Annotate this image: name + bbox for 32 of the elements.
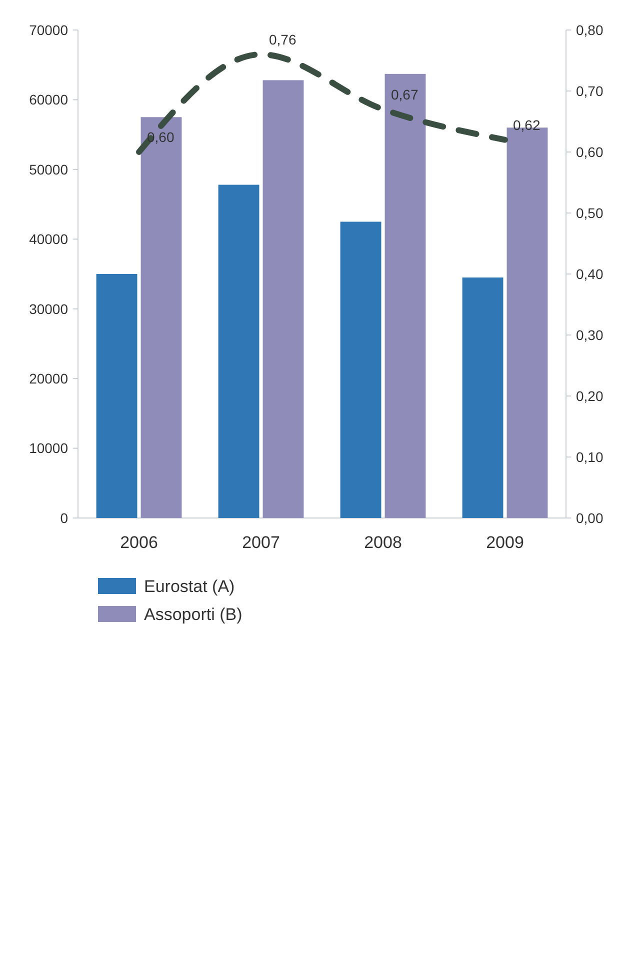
y2-tick-label: 0,00 <box>576 510 604 526</box>
y2-tick-label: 0,70 <box>576 82 604 99</box>
data-label: 0,67 <box>391 86 418 102</box>
y-tick-label: 40000 <box>29 231 68 248</box>
y2-tick-label: 0,80 <box>576 22 604 38</box>
x-tick-label: 2007 <box>242 533 280 552</box>
y-tick-label: 60000 <box>29 92 68 108</box>
bar <box>384 74 426 518</box>
bar <box>462 277 504 518</box>
bar <box>218 184 260 518</box>
legend-label: Eurostat (A) <box>144 576 235 596</box>
y-tick-label: 0 <box>60 510 68 526</box>
y2-tick-label: 0,40 <box>576 266 604 282</box>
y2-tick-label: 0,60 <box>576 144 604 160</box>
bar <box>262 80 304 518</box>
y-tick-label: 20000 <box>29 370 68 386</box>
y-tick-label: 50000 <box>29 161 68 178</box>
y2-tick-label: 0,50 <box>576 204 604 221</box>
legend-label: Assoporti (B) <box>144 604 242 624</box>
y-tick-label: 10000 <box>29 440 68 456</box>
x-tick-label: 2008 <box>364 533 402 552</box>
y-tick-label: 30000 <box>29 300 68 317</box>
x-tick-label: 2006 <box>120 533 158 552</box>
bar <box>140 117 182 518</box>
y-tick-label: 70000 <box>29 22 68 38</box>
data-label: 0,76 <box>269 31 296 48</box>
y2-tick-label: 0,20 <box>576 388 604 404</box>
x-tick-label: 2009 <box>486 533 524 552</box>
y2-tick-label: 0,10 <box>576 448 604 465</box>
y2-tick-label: 0,30 <box>576 326 604 343</box>
bar <box>96 274 138 518</box>
bar <box>340 222 382 518</box>
